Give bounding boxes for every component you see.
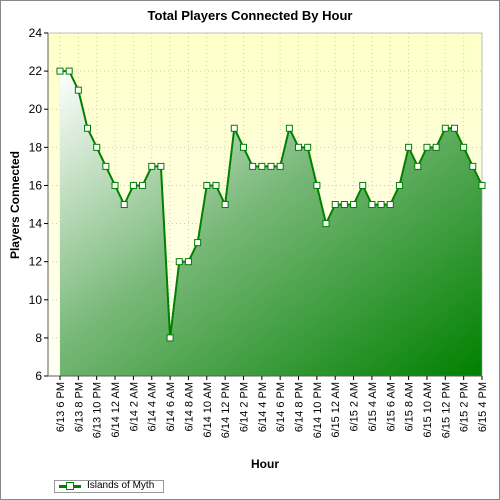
x-tick-label-20: 6/15 10 AM <box>422 382 434 438</box>
data-point-10 <box>148 162 156 170</box>
x-tick-label-22: 6/15 2 PM <box>459 382 471 432</box>
data-point-3 <box>84 124 92 132</box>
data-point-39 <box>414 162 422 170</box>
x-tick-label-7: 6/14 8 AM <box>183 382 195 432</box>
data-point-35 <box>377 201 385 208</box>
data-point-13 <box>175 258 183 266</box>
data-point-21 <box>249 162 257 170</box>
data-point-15 <box>194 239 202 247</box>
data-point-0 <box>56 67 64 75</box>
data-point-11 <box>157 162 165 170</box>
x-tick-label-8: 6/14 10 AM <box>202 382 214 438</box>
data-point-7 <box>120 201 128 208</box>
x-tick-label-1: 6/13 8 PM <box>73 382 85 432</box>
x-tick-label-17: 6/15 4 AM <box>367 382 379 432</box>
x-tick-label-14: 6/14 10 PM <box>312 382 324 438</box>
x-tick-label-23: 6/15 4 PM <box>477 382 489 432</box>
x-tick-label-9: 6/14 12 PM <box>220 382 232 438</box>
data-point-44 <box>460 143 468 151</box>
data-point-34 <box>368 201 376 208</box>
x-tick-label-10: 6/14 2 PM <box>238 382 250 432</box>
data-point-45 <box>469 162 477 170</box>
legend: Islands of Myth <box>54 480 164 493</box>
y-tick-label-2: 10 <box>29 293 43 307</box>
data-point-41 <box>432 143 440 151</box>
y-tick-label-7: 20 <box>29 102 43 116</box>
legend-series-label: Islands of Myth <box>87 480 155 491</box>
x-tick-label-18: 6/15 6 AM <box>385 382 397 432</box>
data-point-19 <box>230 124 238 132</box>
x-tick-label-19: 6/15 8 AM <box>404 382 416 432</box>
data-point-40 <box>423 143 431 151</box>
y-tick-label-9: 24 <box>29 26 43 40</box>
data-point-14 <box>184 258 192 266</box>
data-point-16 <box>203 181 211 189</box>
x-tick-label-3: 6/14 12 AM <box>110 382 122 438</box>
x-tick-label-5: 6/14 4 AM <box>147 382 159 432</box>
x-tick-label-6: 6/14 6 AM <box>165 382 177 432</box>
data-point-17 <box>212 181 220 189</box>
y-tick-label-8: 22 <box>29 64 43 78</box>
data-point-28 <box>313 181 321 189</box>
x-tick-label-13: 6/14 8 PM <box>294 382 306 432</box>
chart-title: Total Players Connected By Hour <box>147 8 353 23</box>
x-tick-label-12: 6/14 6 PM <box>275 382 287 432</box>
data-point-18 <box>221 201 229 208</box>
x-tick-label-0: 6/13 6 PM <box>55 382 67 432</box>
data-point-4 <box>93 143 101 151</box>
series-area-fill <box>60 71 482 377</box>
data-point-38 <box>405 143 413 151</box>
data-point-36 <box>386 201 394 208</box>
data-point-26 <box>295 143 303 151</box>
data-point-43 <box>450 124 458 132</box>
x-tick-label-2: 6/13 10 PM <box>92 382 104 438</box>
data-point-37 <box>395 181 403 189</box>
x-tick-label-15: 6/15 12 AM <box>330 382 342 438</box>
x-tick-label-16: 6/15 2 AM <box>349 382 361 432</box>
data-point-24 <box>276 162 284 170</box>
data-point-29 <box>322 220 330 228</box>
x-tick-labels: 6/13 6 PM 6/13 8 PM 6/13 10 PM 6/14 12 AM 6/… <box>55 382 489 438</box>
data-point-30 <box>331 201 339 208</box>
data-markers <box>56 67 486 342</box>
legend-marker <box>66 482 74 490</box>
data-point-31 <box>340 201 348 208</box>
data-point-33 <box>359 181 367 189</box>
axes <box>44 32 483 380</box>
data-point-42 <box>441 124 449 132</box>
y-tick-labels: 6 8 10 12 14 16 18 20 22 24 <box>29 26 43 383</box>
data-point-25 <box>285 124 293 132</box>
x-axis-label: Hour <box>251 457 279 471</box>
data-point-12 <box>166 334 174 342</box>
x-tick-label-21: 6/15 12 PM <box>440 382 452 438</box>
data-point-46 <box>478 181 486 189</box>
data-point-27 <box>304 143 312 151</box>
data-point-23 <box>267 162 275 170</box>
x-tick-label-11: 6/14 4 PM <box>257 382 269 432</box>
data-point-9 <box>139 181 147 189</box>
y-tick-label-1: 8 <box>35 331 42 345</box>
y-tick-label-5: 16 <box>29 178 43 192</box>
y-tick-label-0: 6 <box>35 369 42 383</box>
data-point-5 <box>102 162 110 170</box>
data-point-8 <box>129 181 137 189</box>
x-tick-label-4: 6/14 2 AM <box>128 382 140 432</box>
data-point-22 <box>258 162 266 170</box>
plot-border <box>47 32 483 377</box>
y-tick-label-3: 12 <box>29 255 43 269</box>
data-point-20 <box>239 143 247 151</box>
data-point-32 <box>350 201 358 208</box>
data-point-2 <box>74 86 82 94</box>
data-point-6 <box>111 181 119 189</box>
y-tick-label-4: 14 <box>29 217 43 231</box>
y-tick-label-6: 18 <box>29 140 43 154</box>
data-point-1 <box>65 67 73 75</box>
